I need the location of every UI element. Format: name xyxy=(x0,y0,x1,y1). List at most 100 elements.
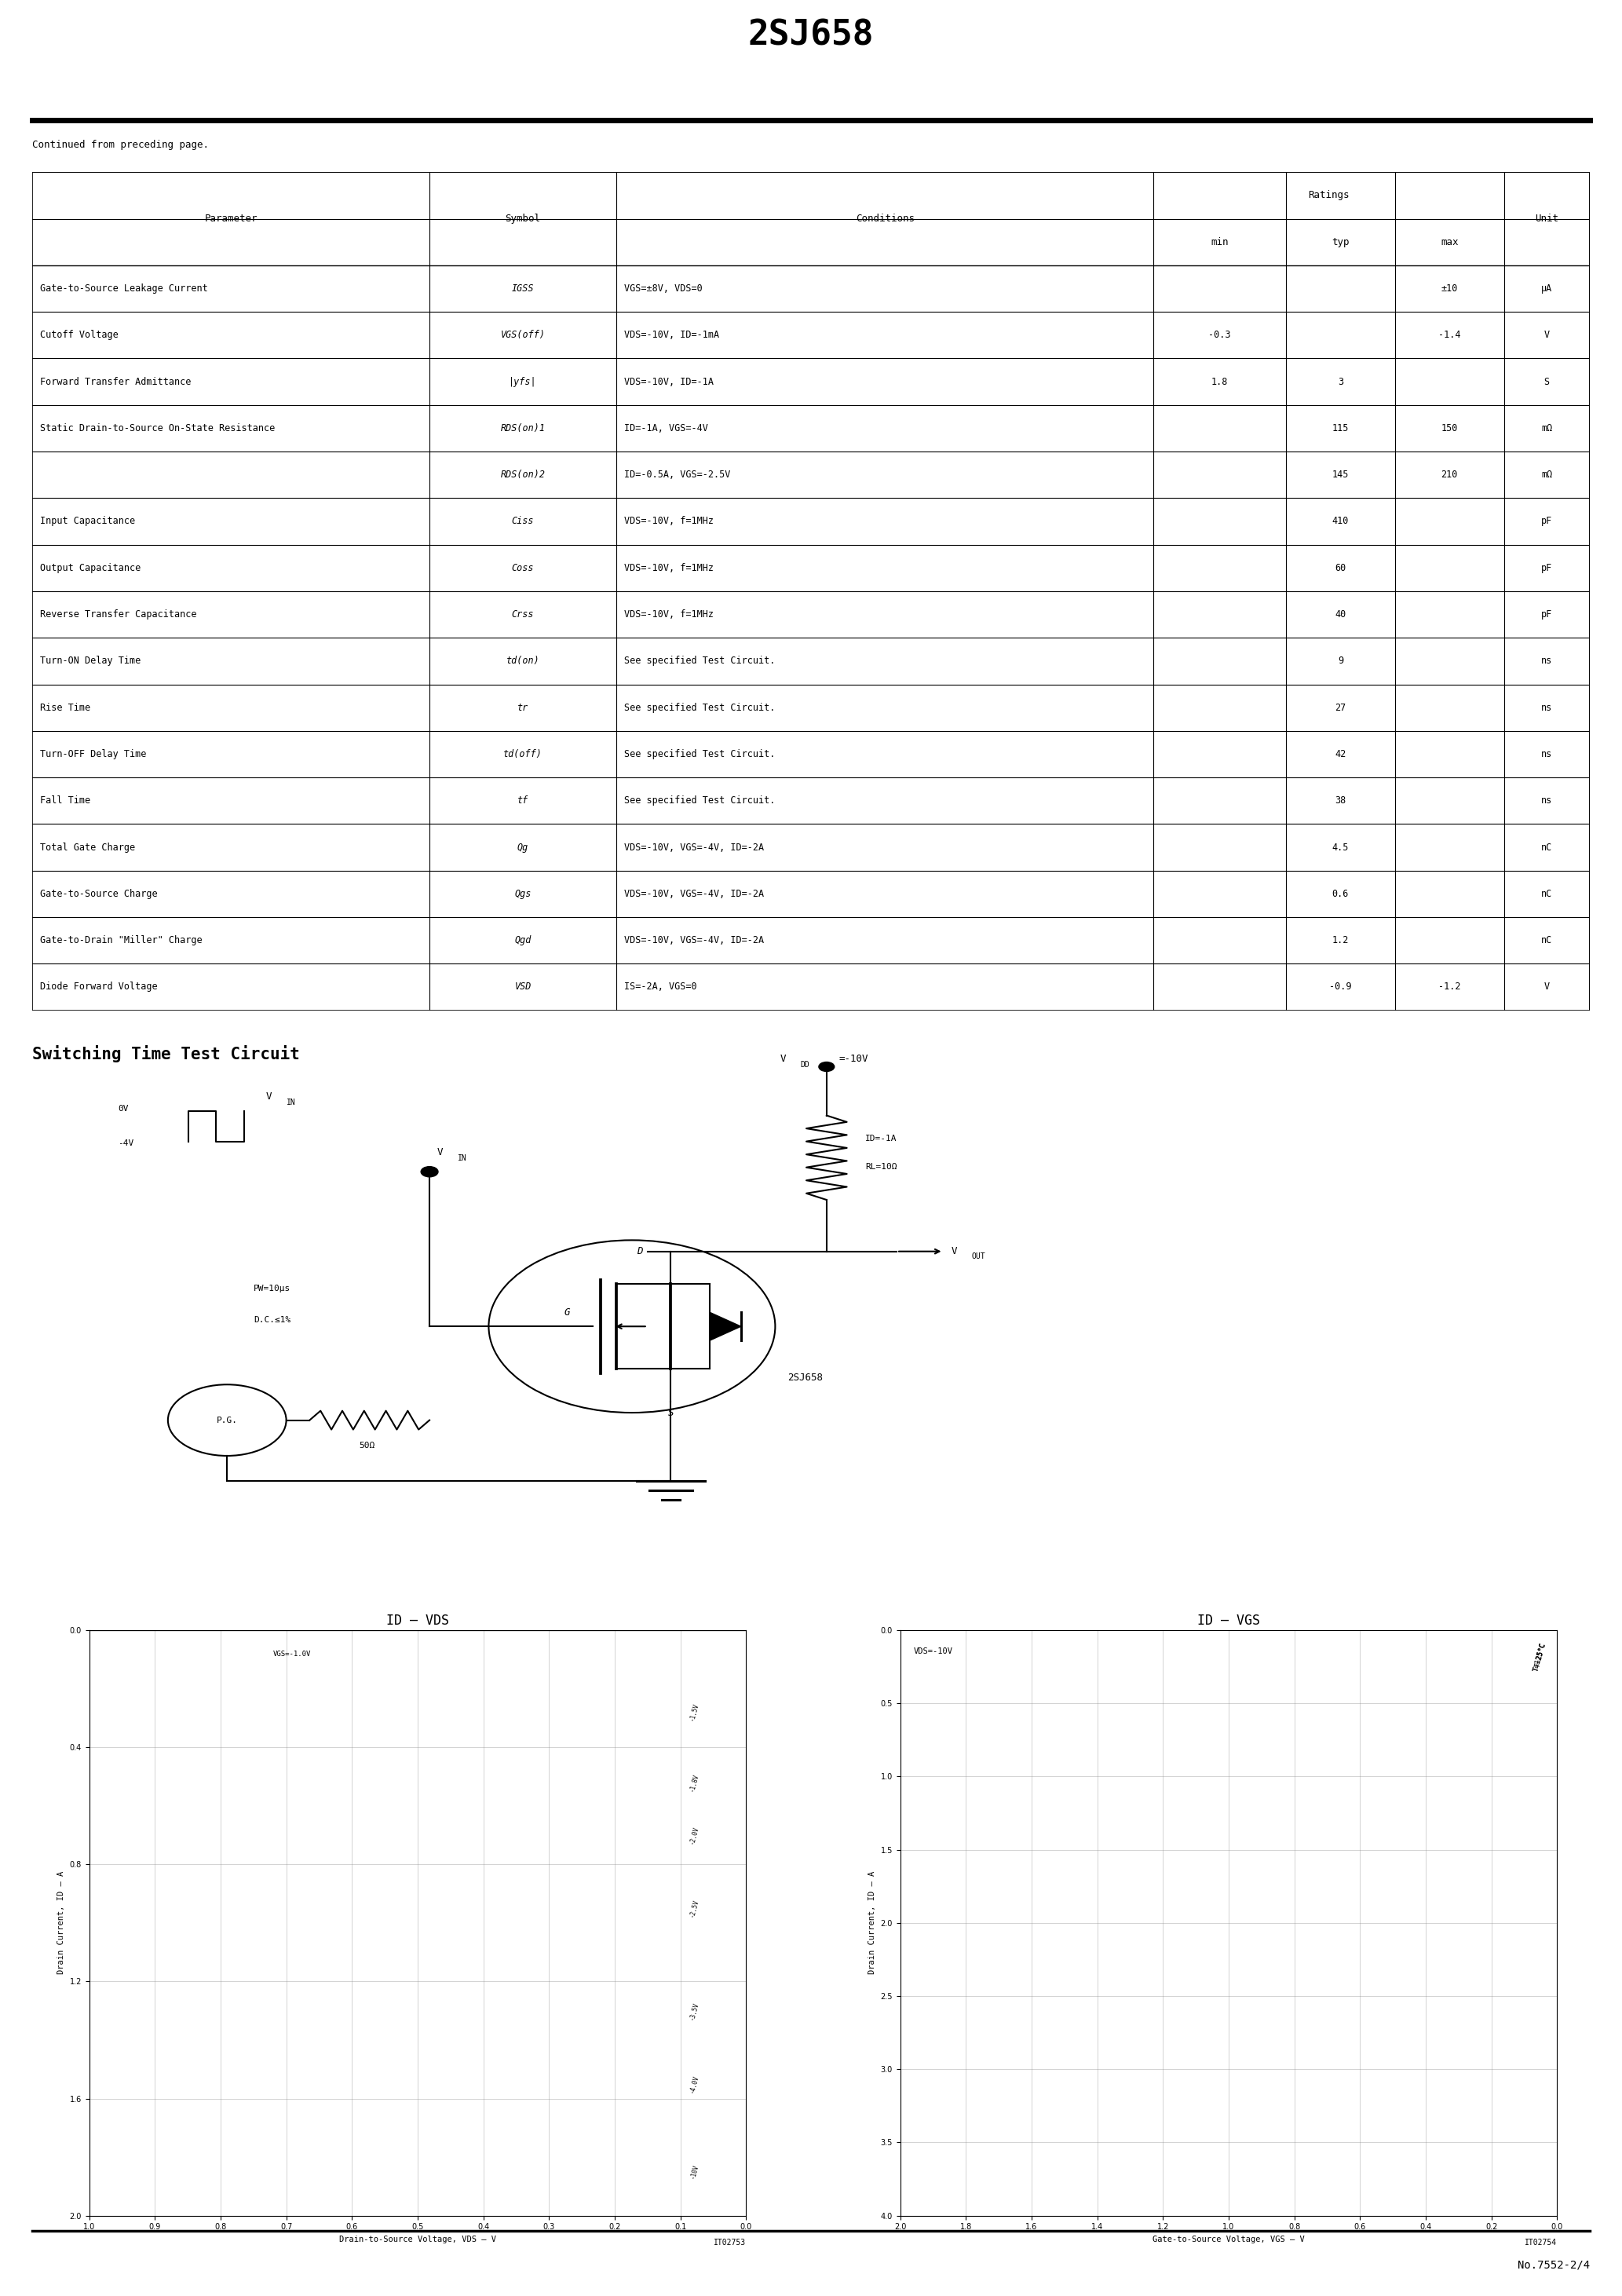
Text: -1.5V: -1.5V xyxy=(689,1701,701,1722)
Text: 4.5: 4.5 xyxy=(1332,843,1350,852)
Title: ID – VGS: ID – VGS xyxy=(1197,1614,1260,1628)
Text: -3.5V: -3.5V xyxy=(689,2002,701,2020)
Text: 2SJ658: 2SJ658 xyxy=(788,1373,822,1382)
Text: 1.2: 1.2 xyxy=(1332,934,1350,946)
Text: PW=10μs: PW=10μs xyxy=(253,1286,290,1293)
Text: 0V: 0V xyxy=(118,1104,128,1114)
Text: IT02753: IT02753 xyxy=(714,2239,746,2248)
Text: 115: 115 xyxy=(1332,422,1350,434)
Text: ±10: ±10 xyxy=(1440,282,1458,294)
Text: -1.2: -1.2 xyxy=(1439,983,1460,992)
Text: Ratings: Ratings xyxy=(1307,191,1350,200)
Text: ID=-0.5A, VGS=-2.5V: ID=-0.5A, VGS=-2.5V xyxy=(624,471,730,480)
Text: Output Capacitance: Output Capacitance xyxy=(41,563,141,574)
Text: IT02754: IT02754 xyxy=(1525,2239,1557,2248)
Text: V: V xyxy=(438,1148,443,1157)
Text: IN: IN xyxy=(285,1097,295,1107)
Text: Turn-ON Delay Time: Turn-ON Delay Time xyxy=(41,657,141,666)
Text: -1.8V: -1.8V xyxy=(689,1773,701,1793)
Text: 60: 60 xyxy=(1335,563,1346,574)
Text: nC: nC xyxy=(1541,843,1552,852)
Text: Qg: Qg xyxy=(517,843,529,852)
Text: Gate-to-Source Charge: Gate-to-Source Charge xyxy=(41,889,157,900)
Text: V: V xyxy=(780,1054,785,1063)
Text: V: V xyxy=(1544,983,1549,992)
Text: D.C.≤1%: D.C.≤1% xyxy=(253,1316,290,1325)
Text: IS=-2A, VGS=0: IS=-2A, VGS=0 xyxy=(624,983,697,992)
Text: Rise Time: Rise Time xyxy=(41,703,91,712)
Text: 2SJ658: 2SJ658 xyxy=(748,18,874,53)
Text: Turn-OFF Delay Time: Turn-OFF Delay Time xyxy=(41,748,146,760)
Text: Forward Transfer Admittance: Forward Transfer Admittance xyxy=(41,377,191,386)
Text: VDS=-10V, ID=-1A: VDS=-10V, ID=-1A xyxy=(624,377,714,386)
Text: OUT: OUT xyxy=(972,1251,985,1261)
Text: nC: nC xyxy=(1541,934,1552,946)
Text: VDS=-10V, VGS=-4V, ID=-2A: VDS=-10V, VGS=-4V, ID=-2A xyxy=(624,889,764,900)
Text: Gate-to-Drain "Miller" Charge: Gate-to-Drain "Miller" Charge xyxy=(41,934,203,946)
Text: pF: pF xyxy=(1541,517,1552,526)
Text: VDS=-10V, f=1MHz: VDS=-10V, f=1MHz xyxy=(624,517,714,526)
Text: 0.6: 0.6 xyxy=(1332,889,1350,900)
Text: RL=10Ω: RL=10Ω xyxy=(866,1164,897,1171)
Text: VSD: VSD xyxy=(514,983,532,992)
Text: 38: 38 xyxy=(1335,797,1346,806)
Text: IGSS: IGSS xyxy=(513,282,534,294)
Text: Unit: Unit xyxy=(1534,214,1559,225)
Text: Qgd: Qgd xyxy=(514,934,532,946)
Text: nC: nC xyxy=(1541,889,1552,900)
Text: VDS=-10V: VDS=-10V xyxy=(913,1649,952,1655)
X-axis label: Gate-to-Source Voltage, VGS – V: Gate-to-Source Voltage, VGS – V xyxy=(1153,2236,1304,2243)
Text: See specified Test Circuit.: See specified Test Circuit. xyxy=(624,748,775,760)
Text: tr: tr xyxy=(517,703,529,712)
X-axis label: Drain-to-Source Voltage, VDS – V: Drain-to-Source Voltage, VDS – V xyxy=(339,2236,496,2243)
Text: VGS=±8V, VDS=0: VGS=±8V, VDS=0 xyxy=(624,282,702,294)
Text: td(on): td(on) xyxy=(506,657,540,666)
Text: Coss: Coss xyxy=(513,563,534,574)
Text: RDS(on)2: RDS(on)2 xyxy=(501,471,545,480)
Text: μA: μA xyxy=(1541,282,1552,294)
Text: -1.4: -1.4 xyxy=(1439,331,1460,340)
Text: VGS=-1.0V: VGS=-1.0V xyxy=(272,1651,311,1658)
Text: G: G xyxy=(564,1306,569,1318)
Text: P.G.: P.G. xyxy=(216,1417,238,1424)
Text: 42: 42 xyxy=(1335,748,1346,760)
Text: No.7552-2/4: No.7552-2/4 xyxy=(1517,2259,1590,2271)
Text: Total Gate Charge: Total Gate Charge xyxy=(41,843,135,852)
Y-axis label: Drain Current, ID – A: Drain Current, ID – A xyxy=(57,1871,65,1975)
Text: ID=-1A: ID=-1A xyxy=(866,1134,897,1143)
Text: 9: 9 xyxy=(1338,657,1343,666)
Text: Symbol: Symbol xyxy=(506,214,540,225)
Title: ID – VDS: ID – VDS xyxy=(386,1614,449,1628)
Text: tf: tf xyxy=(517,797,529,806)
Text: See specified Test Circuit.: See specified Test Circuit. xyxy=(624,797,775,806)
Text: Cutoff Voltage: Cutoff Voltage xyxy=(41,331,118,340)
Text: Fall Time: Fall Time xyxy=(41,797,91,806)
Text: T=25°C: T=25°C xyxy=(1534,1642,1547,1669)
Text: max: max xyxy=(1440,236,1458,248)
Text: -2.0V: -2.0V xyxy=(689,1825,701,1844)
Text: Conditions: Conditions xyxy=(855,214,915,225)
Text: See specified Test Circuit.: See specified Test Circuit. xyxy=(624,657,775,666)
Text: Gate-to-Source Leakage Current: Gate-to-Source Leakage Current xyxy=(41,282,208,294)
Text: pF: pF xyxy=(1541,563,1552,574)
Text: -2.5V: -2.5V xyxy=(689,1899,701,1917)
Text: 150: 150 xyxy=(1440,422,1458,434)
Text: -10V: -10V xyxy=(689,2163,701,2179)
Text: RDS(on)1: RDS(on)1 xyxy=(501,422,545,434)
Text: 40: 40 xyxy=(1335,608,1346,620)
Text: ns: ns xyxy=(1541,748,1552,760)
Text: ns: ns xyxy=(1541,797,1552,806)
Text: 1.8: 1.8 xyxy=(1212,377,1228,386)
Text: See specified Test Circuit.: See specified Test Circuit. xyxy=(624,703,775,712)
Text: VDS=-10V, f=1MHz: VDS=-10V, f=1MHz xyxy=(624,563,714,574)
Text: pF: pF xyxy=(1541,608,1552,620)
Text: VDS=-10V, f=1MHz: VDS=-10V, f=1MHz xyxy=(624,608,714,620)
Text: DD: DD xyxy=(800,1061,809,1068)
Text: -4V: -4V xyxy=(118,1139,135,1148)
Text: V: V xyxy=(266,1091,272,1102)
Text: Qgs: Qgs xyxy=(514,889,532,900)
Text: ns: ns xyxy=(1541,703,1552,712)
Text: Ciss: Ciss xyxy=(513,517,534,526)
Text: typ: typ xyxy=(1332,236,1350,248)
Text: td(off): td(off) xyxy=(503,748,542,760)
